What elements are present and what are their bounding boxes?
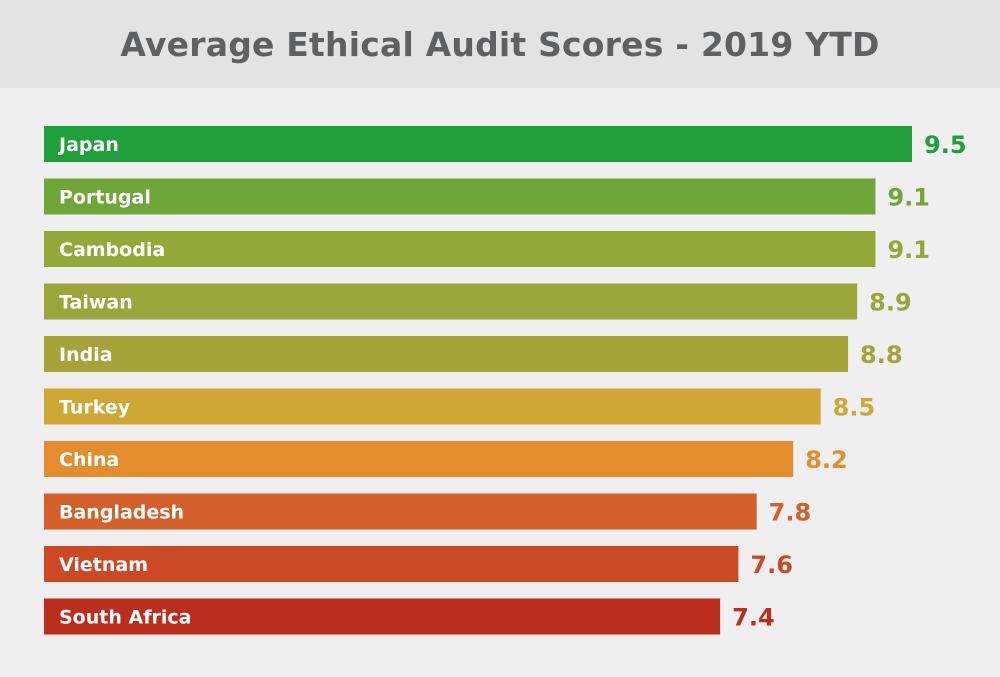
category-label: Turkey (59, 397, 131, 419)
bar-chart: Japan 9.5 Portugal 9.1 Cambodia 9.1 Taiwan 8.9 I… (0, 88, 1000, 677)
title-bar: Average Ethical Audit Scores - 2019 YTD (0, 0, 1000, 88)
category-label: Japan (57, 134, 119, 156)
bar-japan (44, 126, 912, 162)
bar-vietnam (44, 546, 739, 582)
value-label: 7.6 (750, 551, 793, 579)
category-label: Vietnam (59, 554, 148, 576)
category-label: Portugal (59, 187, 151, 209)
category-label: South Africa (59, 607, 191, 629)
category-label: India (59, 344, 113, 366)
value-label: 7.8 (769, 499, 812, 527)
bar-taiwan (44, 283, 858, 320)
bar-china (44, 441, 794, 477)
value-label: 7.4 (732, 604, 775, 632)
category-label: Taiwan (59, 292, 133, 314)
bar-bangladesh (44, 493, 757, 530)
value-label: 9.1 (887, 236, 930, 264)
value-label: 8.9 (869, 289, 912, 317)
bar-india (44, 336, 849, 372)
category-label: Bangladesh (59, 502, 184, 524)
chart-title: Average Ethical Audit Scores - 2019 YTD (120, 24, 880, 64)
value-label: 8.8 (860, 341, 903, 369)
value-label: 9.5 (924, 131, 967, 159)
value-label: 9.1 (887, 184, 930, 212)
bar-chart-svg: Japan 9.5 Portugal 9.1 Cambodia 9.1 Taiwan 8.9 I… (44, 126, 967, 635)
value-label: 8.5 (833, 394, 876, 422)
bar-south-africa (44, 598, 721, 635)
category-label: China (59, 449, 119, 471)
bar-portugal (44, 178, 876, 215)
bar-cambodia (44, 231, 876, 267)
bar-turkey (44, 388, 821, 425)
category-label: Cambodia (59, 239, 165, 261)
value-label: 8.2 (805, 446, 848, 474)
